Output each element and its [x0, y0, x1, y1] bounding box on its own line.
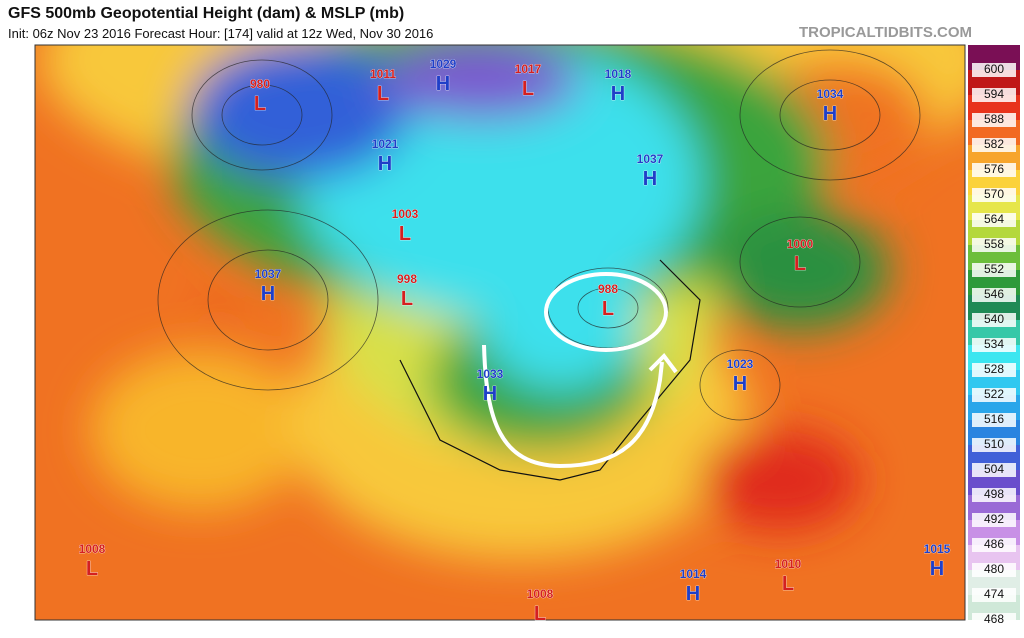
center-symbol: H — [686, 583, 700, 605]
center-value: 998 — [397, 272, 417, 286]
center-symbol: L — [377, 83, 389, 105]
center-value: 1008 — [79, 542, 106, 556]
colorbar-label: 468 — [984, 612, 1004, 626]
colorbar-label-bg — [972, 188, 1016, 202]
colorbar-label: 588 — [984, 112, 1004, 126]
center-value: 1015 — [924, 542, 951, 556]
colorbar-label: 564 — [984, 212, 1004, 226]
center-symbol: H — [733, 373, 747, 395]
colorbar-label: 492 — [984, 512, 1004, 526]
colorbar-label-bg — [972, 138, 1016, 152]
colorbar-label-bg — [972, 213, 1016, 227]
map-subtitle: Init: 06z Nov 23 2016 Forecast Hour: [17… — [8, 26, 434, 41]
colorbar-label: 498 — [984, 487, 1004, 501]
colorbar-label: 558 — [984, 237, 1004, 251]
colorbar-label-bg — [972, 263, 1016, 277]
center-value: 1037 — [255, 267, 282, 281]
center-value: 1021 — [372, 137, 399, 151]
center-value: 1023 — [727, 357, 754, 371]
colorbar-label: 486 — [984, 537, 1004, 551]
center-symbol: H — [823, 103, 837, 125]
center-value: 988 — [598, 282, 618, 296]
center-symbol: H — [611, 83, 625, 105]
center-value: 1017 — [515, 62, 542, 76]
colorbar-label-bg — [972, 613, 1016, 627]
center-symbol: H — [643, 168, 657, 190]
colorbar-label: 594 — [984, 87, 1004, 101]
map-field — [35, 45, 965, 620]
center-value: 1037 — [637, 152, 664, 166]
colorbar-label-bg — [972, 413, 1016, 427]
center-symbol: L — [86, 558, 98, 580]
center-symbol: L — [534, 603, 546, 625]
center-symbol: L — [399, 223, 411, 245]
credit: TROPICALTIDBITS.COM — [798, 24, 972, 41]
center-symbol: L — [602, 298, 614, 320]
center-value: 1033 — [477, 367, 504, 381]
colorbar-label: 534 — [984, 337, 1004, 351]
center-symbol: L — [522, 78, 534, 100]
colorbar-label-bg — [972, 588, 1016, 602]
center-symbol: H — [483, 383, 497, 405]
colorbar-label: 546 — [984, 287, 1004, 301]
colorbar-label: 510 — [984, 437, 1004, 451]
center-symbol: L — [782, 573, 794, 595]
center-symbol: H — [436, 73, 450, 95]
map-title: GFS 500mb Geopotential Height (dam) & MS… — [8, 5, 405, 22]
colorbar-label-bg — [972, 163, 1016, 177]
colorbar-label: 600 — [984, 62, 1004, 76]
center-value: 1003 — [392, 207, 419, 221]
colorbar-label: 474 — [984, 587, 1004, 601]
center-symbol: L — [254, 93, 266, 115]
center-value: 1010 — [775, 557, 802, 571]
colorbar-label: 540 — [984, 312, 1004, 326]
colorbar-label-bg — [972, 88, 1016, 102]
center-value: 1000 — [787, 237, 814, 251]
colorbar-label-bg — [972, 313, 1016, 327]
center-symbol: L — [794, 253, 806, 275]
center-value: 1008 — [527, 587, 554, 601]
center-value: 1014 — [680, 567, 707, 581]
colorbar-label: 504 — [984, 462, 1004, 476]
colorbar-label-bg — [972, 388, 1016, 402]
colorbar-label-bg — [972, 338, 1016, 352]
colorbar-label: 582 — [984, 137, 1004, 151]
annotation — [482, 272, 678, 469]
center-value: 980 — [250, 77, 270, 91]
center-symbol: H — [378, 153, 392, 175]
colorbar-label: 570 — [984, 187, 1004, 201]
center-value: 1011 — [370, 67, 396, 81]
colorbar-label-bg — [972, 563, 1016, 577]
center-value: 1018 — [605, 67, 632, 81]
colorbar-label: 576 — [984, 162, 1004, 176]
center-value: 1034 — [817, 87, 844, 101]
colorbar-label-bg — [972, 288, 1016, 302]
colorbar-label: 480 — [984, 562, 1004, 576]
colorbar-label: 528 — [984, 362, 1004, 376]
center-value: 1029 — [430, 57, 457, 71]
colorbar-label-bg — [972, 238, 1016, 252]
colorbar-label-bg — [972, 538, 1016, 552]
colorbar-label-bg — [972, 513, 1016, 527]
colorbar-label-bg — [972, 113, 1016, 127]
colorbar-label-bg — [972, 63, 1016, 77]
colorbar-label: 522 — [984, 387, 1004, 401]
colorbar-label: 516 — [984, 412, 1004, 426]
colorbar-label-bg — [972, 488, 1016, 502]
colorbar-label-bg — [972, 363, 1016, 377]
center-symbol: L — [401, 288, 413, 310]
center-symbol: H — [261, 283, 275, 305]
colorbar-label-bg — [972, 438, 1016, 452]
colorbar-label-bg — [972, 463, 1016, 477]
center-symbol: H — [930, 558, 944, 580]
colorbar-label: 552 — [984, 262, 1004, 276]
